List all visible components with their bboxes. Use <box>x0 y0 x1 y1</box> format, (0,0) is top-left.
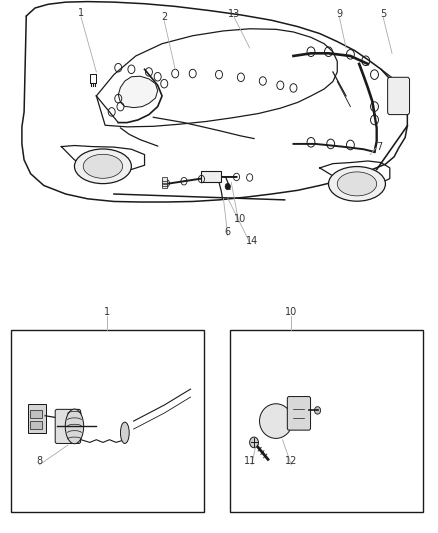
Ellipse shape <box>328 166 385 201</box>
Ellipse shape <box>259 404 293 438</box>
Text: 6: 6 <box>225 228 231 237</box>
Circle shape <box>250 437 258 448</box>
Text: 9: 9 <box>336 10 343 19</box>
Circle shape <box>264 409 272 419</box>
Bar <box>162 177 167 181</box>
Bar <box>201 171 221 182</box>
Ellipse shape <box>83 155 123 179</box>
Text: 1: 1 <box>104 307 110 317</box>
Text: 13: 13 <box>228 10 240 19</box>
Text: 12: 12 <box>285 456 297 466</box>
Circle shape <box>314 407 321 414</box>
Polygon shape <box>118 76 158 108</box>
Bar <box>230 330 423 512</box>
Circle shape <box>225 183 230 190</box>
Bar <box>162 180 167 184</box>
Bar <box>11 330 204 512</box>
Text: 5: 5 <box>380 10 386 19</box>
Text: 7: 7 <box>376 142 382 151</box>
Text: 10: 10 <box>234 214 246 224</box>
Text: 8: 8 <box>36 456 42 466</box>
Text: 10: 10 <box>285 307 297 317</box>
FancyBboxPatch shape <box>388 77 410 115</box>
Text: 1: 1 <box>78 9 84 18</box>
Circle shape <box>264 420 272 430</box>
Bar <box>162 183 167 188</box>
FancyBboxPatch shape <box>30 410 42 418</box>
FancyBboxPatch shape <box>30 421 42 429</box>
Text: 11: 11 <box>244 456 256 466</box>
FancyBboxPatch shape <box>28 404 46 433</box>
Ellipse shape <box>337 172 377 196</box>
FancyBboxPatch shape <box>287 397 311 430</box>
Ellipse shape <box>120 422 129 443</box>
FancyBboxPatch shape <box>55 409 81 443</box>
Ellipse shape <box>65 409 84 443</box>
Text: 14: 14 <box>246 236 258 246</box>
Ellipse shape <box>74 149 131 183</box>
Bar <box>162 182 167 186</box>
Circle shape <box>284 416 290 423</box>
Text: 2: 2 <box>161 12 167 22</box>
Bar <box>162 179 167 183</box>
